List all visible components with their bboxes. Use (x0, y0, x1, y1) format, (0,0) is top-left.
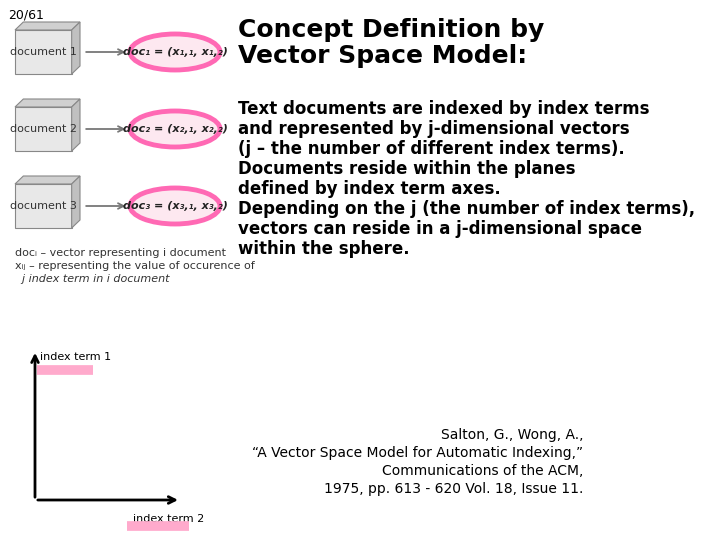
Text: document 3: document 3 (10, 201, 77, 211)
Text: j index term in i document: j index term in i document (15, 274, 169, 284)
Text: Communications of the ACM,: Communications of the ACM, (382, 464, 583, 478)
Polygon shape (72, 22, 80, 74)
Text: and represented by j-dimensional vectors: and represented by j-dimensional vectors (238, 120, 629, 138)
Text: Vector Space Model:: Vector Space Model: (238, 44, 526, 68)
Text: document 2: document 2 (10, 124, 77, 134)
Ellipse shape (130, 188, 220, 224)
Text: (j – the number of different index terms).: (j – the number of different index terms… (238, 140, 624, 158)
Ellipse shape (130, 34, 220, 70)
Text: 20/61: 20/61 (9, 8, 44, 21)
Polygon shape (15, 176, 80, 184)
Polygon shape (15, 30, 72, 74)
Text: Depending on the j (the number of index terms),: Depending on the j (the number of index … (238, 200, 695, 218)
Text: xᵢⱼ – representing the value of occurence of: xᵢⱼ – representing the value of occurenc… (15, 261, 255, 271)
Text: docᵢ – vector representing i document: docᵢ – vector representing i document (15, 248, 226, 258)
Text: within the sphere.: within the sphere. (238, 240, 409, 258)
Text: vectors can reside in a j-dimensional space: vectors can reside in a j-dimensional sp… (238, 220, 642, 238)
Text: index term 1: index term 1 (40, 352, 111, 362)
Text: defined by index term axes.: defined by index term axes. (238, 180, 500, 198)
Text: document 1: document 1 (10, 47, 77, 57)
Text: doc₂ = (x₂,₁, x₂,₂): doc₂ = (x₂,₁, x₂,₂) (122, 124, 228, 134)
Text: Text documents are indexed by index terms: Text documents are indexed by index term… (238, 100, 649, 118)
Text: index term 2: index term 2 (132, 514, 204, 524)
Ellipse shape (130, 111, 220, 147)
Polygon shape (15, 184, 72, 228)
Text: Concept Definition by: Concept Definition by (238, 18, 544, 42)
Text: 1975, pp. 613 - 620 Vol. 18, Issue 11.: 1975, pp. 613 - 620 Vol. 18, Issue 11. (324, 482, 583, 496)
Text: doc₁ = (x₁,₁, x₁,₂): doc₁ = (x₁,₁, x₁,₂) (122, 47, 228, 57)
Polygon shape (15, 107, 72, 151)
Text: “A Vector Space Model for Automatic Indexing,”: “A Vector Space Model for Automatic Inde… (252, 446, 583, 460)
Polygon shape (72, 99, 80, 151)
Polygon shape (15, 99, 80, 107)
Polygon shape (15, 22, 80, 30)
Text: doc₃ = (x₃,₁, x₃,₂): doc₃ = (x₃,₁, x₃,₂) (122, 201, 228, 211)
Text: Salton, G., Wong, A.,: Salton, G., Wong, A., (441, 428, 583, 442)
Polygon shape (72, 176, 80, 228)
Text: Documents reside within the planes: Documents reside within the planes (238, 160, 575, 178)
